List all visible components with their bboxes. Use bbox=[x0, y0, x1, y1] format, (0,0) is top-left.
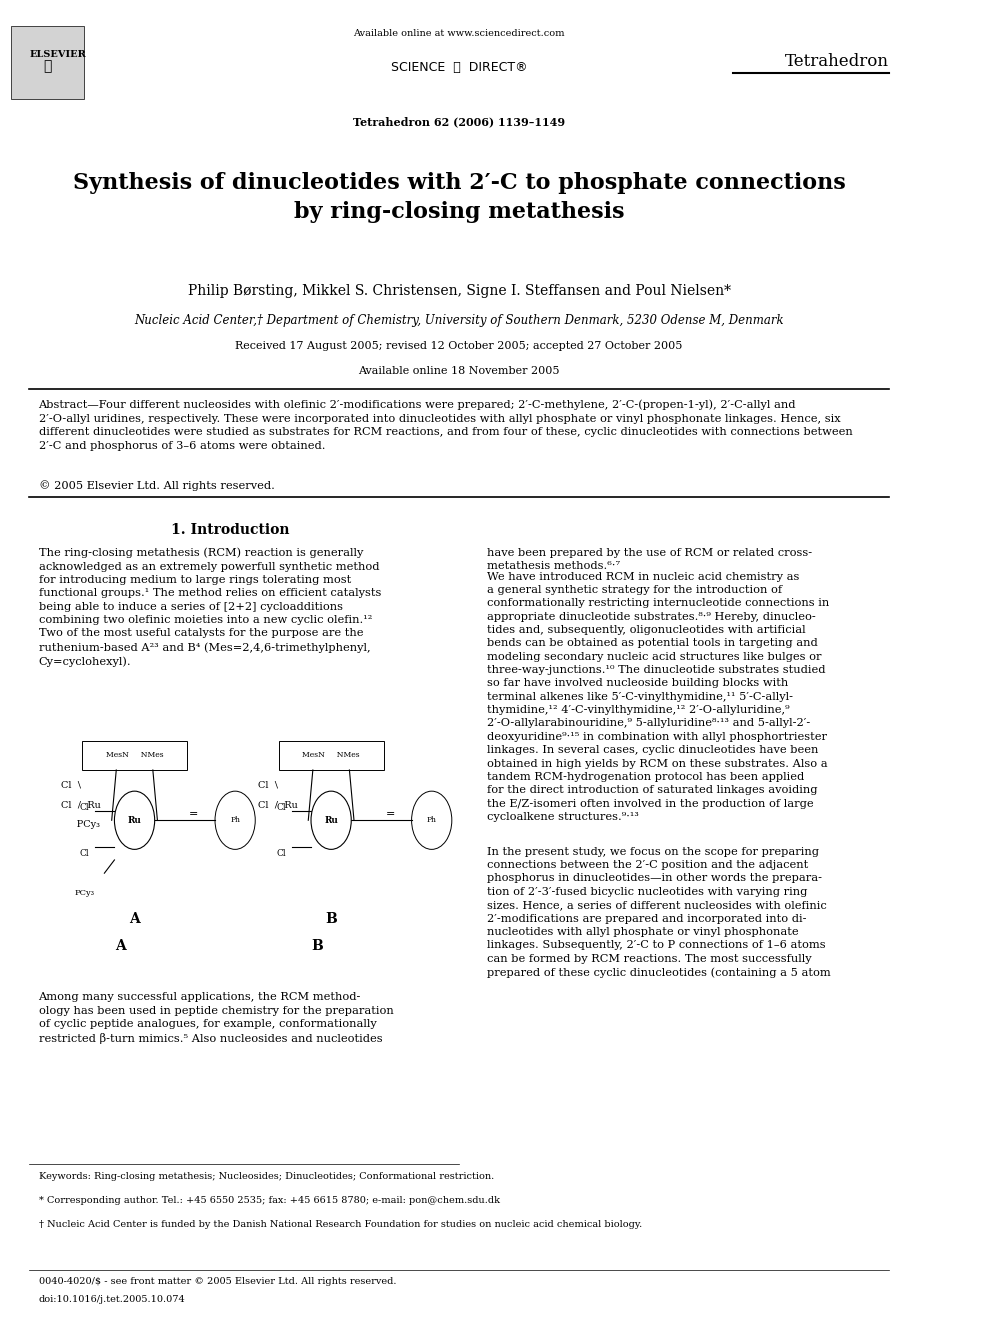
Text: Available online at www.sciencedirect.com: Available online at www.sciencedirect.co… bbox=[353, 29, 564, 38]
Text: Philip Børsting, Mikkel S. Christensen, Signe I. Steffansen and Poul Nielsen*: Philip Børsting, Mikkel S. Christensen, … bbox=[187, 284, 731, 299]
Circle shape bbox=[114, 791, 155, 849]
Text: A: A bbox=[129, 913, 140, 926]
Text: * Corresponding author. Tel.: +45 6550 2535; fax: +45 6615 8780; e-mail: pon@che: * Corresponding author. Tel.: +45 6550 2… bbox=[39, 1196, 500, 1205]
Text: B: B bbox=[311, 939, 323, 954]
Text: PCy₃: PCy₃ bbox=[74, 889, 94, 897]
Text: Cl: Cl bbox=[276, 849, 286, 857]
Text: Cl  /  Ru: Cl / Ru bbox=[258, 800, 298, 810]
Text: Cl  \: Cl \ bbox=[258, 781, 278, 790]
Text: © 2005 Elsevier Ltd. All rights reserved.: © 2005 Elsevier Ltd. All rights reserved… bbox=[39, 480, 275, 491]
Text: Cl  /  Ru: Cl / Ru bbox=[62, 800, 101, 810]
Text: B: B bbox=[325, 913, 337, 926]
Text: 🌳: 🌳 bbox=[44, 60, 52, 73]
Text: Ru: Ru bbox=[324, 816, 338, 824]
Text: Cl: Cl bbox=[276, 803, 286, 811]
Text: 1. Introduction: 1. Introduction bbox=[172, 523, 290, 537]
Text: Ph: Ph bbox=[230, 816, 240, 824]
Text: 0040-4020/$ - see front matter © 2005 Elsevier Ltd. All rights reserved.: 0040-4020/$ - see front matter © 2005 El… bbox=[39, 1277, 396, 1286]
Text: doi:10.1016/j.tet.2005.10.074: doi:10.1016/j.tet.2005.10.074 bbox=[39, 1295, 186, 1304]
Text: A: A bbox=[115, 939, 126, 954]
Bar bbox=[82, 741, 187, 770]
Text: Available online 18 November 2005: Available online 18 November 2005 bbox=[358, 366, 559, 377]
Text: PCy₃: PCy₃ bbox=[62, 820, 100, 830]
Circle shape bbox=[412, 791, 451, 849]
Text: MesN     NMes: MesN NMes bbox=[83, 758, 158, 767]
Text: Among many successful applications, the RCM method-
ology has been used in pepti: Among many successful applications, the … bbox=[39, 992, 393, 1044]
Text: =: = bbox=[189, 808, 198, 819]
Text: Synthesis of dinucleotides with 2′-C to phosphate connections
by ring-closing me: Synthesis of dinucleotides with 2′-C to … bbox=[72, 172, 845, 222]
Text: have been prepared by the use of RCM or related cross-
metathesis methods.⁶·⁷: have been prepared by the use of RCM or … bbox=[486, 548, 811, 572]
Text: Received 17 August 2005; revised 12 October 2005; accepted 27 October 2005: Received 17 August 2005; revised 12 Octo… bbox=[235, 341, 682, 352]
Text: Keywords: Ring-closing metathesis; Nucleosides; Dinucleotides; Conformational re: Keywords: Ring-closing metathesis; Nucle… bbox=[39, 1172, 494, 1181]
Text: Cl  \: Cl \ bbox=[62, 781, 81, 790]
Circle shape bbox=[215, 791, 255, 849]
Text: In the present study, we focus on the scope for preparing
connections between th: In the present study, we focus on the sc… bbox=[486, 847, 830, 978]
Bar bbox=[279, 741, 384, 770]
Text: Abstract—Four different nucleosides with olefinic 2′-modifications were prepared: Abstract—Four different nucleosides with… bbox=[39, 400, 852, 451]
Text: MesN     NMes: MesN NMes bbox=[303, 751, 360, 759]
Text: Cl: Cl bbox=[79, 803, 89, 811]
Text: Cl: Cl bbox=[79, 849, 89, 857]
Text: ELSEVIER: ELSEVIER bbox=[30, 50, 86, 60]
Text: MesN     NMes: MesN NMes bbox=[280, 758, 354, 767]
Text: Ru: Ru bbox=[128, 816, 142, 824]
Text: Tetrahedron: Tetrahedron bbox=[785, 53, 889, 70]
Text: The ring-closing metathesis (RCM) reaction is generally
acknowledged as an extre: The ring-closing metathesis (RCM) reacti… bbox=[39, 548, 381, 667]
Bar bbox=[11, 26, 84, 99]
Text: † Nucleic Acid Center is funded by the Danish National Research Foundation for s: † Nucleic Acid Center is funded by the D… bbox=[39, 1220, 642, 1229]
Text: MesN     NMes: MesN NMes bbox=[106, 751, 164, 759]
Text: Tetrahedron 62 (2006) 1139–1149: Tetrahedron 62 (2006) 1139–1149 bbox=[353, 116, 565, 127]
Text: We have introduced RCM in nucleic acid chemistry as
a general synthetic strategy: We have introduced RCM in nucleic acid c… bbox=[486, 572, 829, 822]
Bar bbox=[39, 747, 212, 953]
Text: Nucleic Acid Center,† Department of Chemistry, University of Southern Denmark, 5: Nucleic Acid Center,† Department of Chem… bbox=[134, 314, 784, 327]
Text: =: = bbox=[386, 808, 395, 819]
Text: Ph: Ph bbox=[427, 816, 436, 824]
Circle shape bbox=[311, 791, 351, 849]
Text: SCIENCE  ⓓ  DIRECT®: SCIENCE ⓓ DIRECT® bbox=[391, 61, 528, 74]
